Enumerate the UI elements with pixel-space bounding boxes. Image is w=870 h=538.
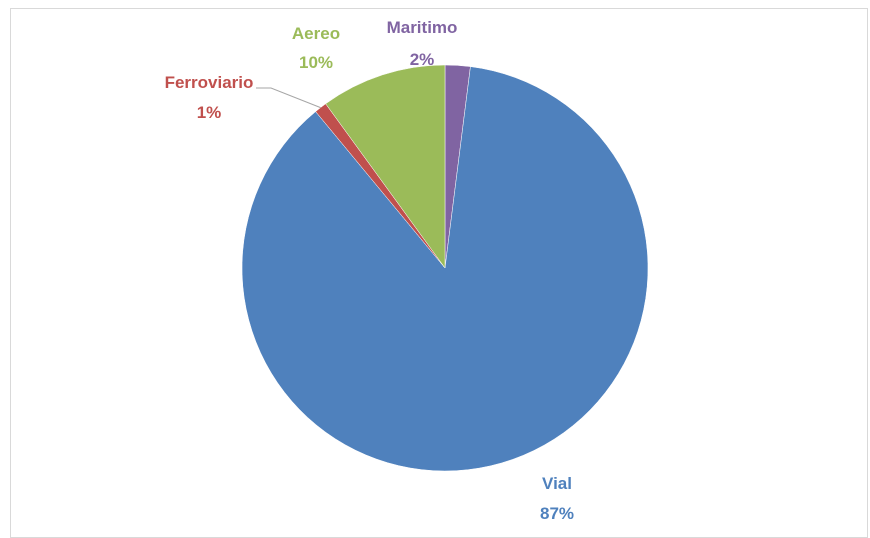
slice-label-vial-value: 87% xyxy=(540,504,574,523)
pie-slice-aereo xyxy=(325,64,446,269)
slice-label-ferroviario-name: Ferroviario xyxy=(165,73,254,92)
leader-lines xyxy=(256,87,321,109)
slice-label-aereo-name: Aereo xyxy=(292,24,340,43)
slice-label-maritimo-value: 2% xyxy=(410,50,435,69)
slice-label-aereo-value: 10% xyxy=(299,53,333,72)
slice-label-maritimo-name: Maritimo xyxy=(387,18,458,37)
pie-chart: Maritimo 2% Aereo 10% Ferroviario 1% Via… xyxy=(165,18,649,523)
slice-label-vial-name: Vial xyxy=(542,474,572,493)
pie-slice-vial xyxy=(241,66,649,472)
pie-slices xyxy=(241,64,649,472)
slice-label-ferroviario-value: 1% xyxy=(197,103,222,122)
leader-line-ferroviario xyxy=(256,87,321,109)
